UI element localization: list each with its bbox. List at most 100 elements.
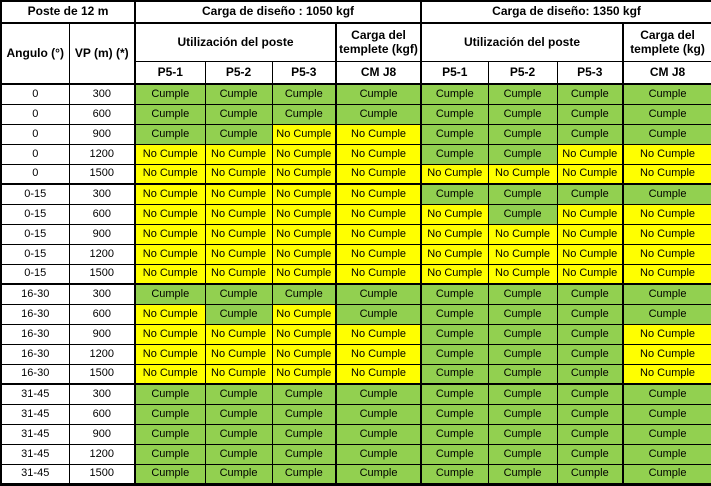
result-cell-cumple: Cumple xyxy=(487,423,558,445)
table-row: 16-30 900 No Cumple No Cumple No Cumple No Cu… xyxy=(0,323,711,345)
vp-cell: 600 xyxy=(68,103,137,125)
result-cell-cumple: Cumple xyxy=(556,403,625,425)
result-cell-cumple: Cumple xyxy=(335,463,423,485)
result-cell-no-cumple: No Cumple xyxy=(622,223,711,245)
result-cell-cumple: Cumple xyxy=(622,283,711,305)
result-cell-no-cumple: No Cumple xyxy=(622,323,711,345)
result-cell-cumple: Cumple xyxy=(487,123,558,145)
table-body: 0 300 Cumple Cumple Cumple Cumple Cumple Cumple… xyxy=(0,83,711,485)
result-cell-no-cumple: No Cumple xyxy=(335,183,423,205)
table-row: 0-15 1500 No Cumple No Cumple No Cumple No Cu… xyxy=(0,263,711,285)
vp-cell: 1200 xyxy=(68,343,137,365)
result-cell-no-cumple: No Cumple xyxy=(204,203,273,225)
result-cell-cumple: Cumple xyxy=(335,83,423,105)
result-cell-no-cumple: No Cumple xyxy=(271,363,338,385)
result-cell-no-cumple: No Cumple xyxy=(271,303,338,325)
result-cell-no-cumple: No Cumple xyxy=(556,243,625,265)
result-cell-cumple: Cumple xyxy=(271,423,338,445)
result-cell-no-cumple: No Cumple xyxy=(271,143,338,165)
result-cell-no-cumple: No Cumple xyxy=(204,343,273,365)
result-cell-no-cumple: No Cumple xyxy=(134,263,206,285)
result-cell-cumple: Cumple xyxy=(335,283,423,305)
result-cell-cumple: Cumple xyxy=(556,123,625,145)
result-cell-cumple: Cumple xyxy=(556,83,625,105)
result-cell-no-cumple: No Cumple xyxy=(622,163,711,185)
result-cell-no-cumple: No Cumple xyxy=(335,243,423,265)
table-row: 31-45 600 Cumple Cumple Cumple Cumple Cumple Cu… xyxy=(0,403,711,425)
result-cell-no-cumple: No Cumple xyxy=(420,263,489,285)
result-cell-cumple: Cumple xyxy=(556,363,625,385)
result-cell-cumple: Cumple xyxy=(556,303,625,325)
angulo-cell: 0-15 xyxy=(0,183,70,205)
result-cell-no-cumple: No Cumple xyxy=(487,243,558,265)
result-cell-cumple: Cumple xyxy=(420,463,489,485)
result-cell-no-cumple: No Cumple xyxy=(204,143,273,165)
vp-cell: 600 xyxy=(68,203,137,225)
p5-3-right-header: P5-3 xyxy=(556,61,625,85)
vp-cell: 300 xyxy=(68,83,137,105)
result-cell-no-cumple: No Cumple xyxy=(335,203,423,225)
vp-cell: 900 xyxy=(68,223,137,245)
result-cell-no-cumple: No Cumple xyxy=(556,223,625,245)
table-row: 16-30 300 Cumple Cumple Cumple Cumple Cumple Cu… xyxy=(0,283,711,305)
result-cell-cumple: Cumple xyxy=(420,443,489,465)
result-cell-cumple: Cumple xyxy=(487,443,558,465)
result-cell-cumple: Cumple xyxy=(487,183,558,205)
result-cell-no-cumple: No Cumple xyxy=(335,223,423,245)
result-cell-no-cumple: No Cumple xyxy=(335,123,423,145)
angulo-cell: 0-15 xyxy=(0,243,70,265)
result-cell-no-cumple: No Cumple xyxy=(204,183,273,205)
vp-cell: 1500 xyxy=(68,163,137,185)
result-cell-cumple: Cumple xyxy=(271,403,338,425)
p5-3-left-header: P5-3 xyxy=(271,61,338,85)
result-cell-no-cumple: No Cumple xyxy=(335,163,423,185)
result-cell-cumple: Cumple xyxy=(622,303,711,325)
vp-cell: 300 xyxy=(68,183,137,205)
vp-cell: 1500 xyxy=(68,263,137,285)
vp-cell: 1200 xyxy=(68,443,137,465)
p5-1-left-header: P5-1 xyxy=(134,61,206,85)
result-cell-no-cumple: No Cumple xyxy=(134,243,206,265)
vp-cell: 900 xyxy=(68,123,137,145)
result-cell-no-cumple: No Cumple xyxy=(335,323,423,345)
angulo-cell: 0-15 xyxy=(0,203,70,225)
result-cell-no-cumple: No Cumple xyxy=(204,243,273,265)
result-cell-cumple: Cumple xyxy=(204,103,273,125)
result-cell-cumple: Cumple xyxy=(271,443,338,465)
result-cell-no-cumple: No Cumple xyxy=(204,163,273,185)
result-cell-cumple: Cumple xyxy=(134,83,206,105)
result-cell-cumple: Cumple xyxy=(420,83,489,105)
result-cell-cumple: Cumple xyxy=(204,123,273,145)
result-cell-no-cumple: No Cumple xyxy=(134,343,206,365)
result-cell-no-cumple: No Cumple xyxy=(134,223,206,245)
result-cell-cumple: Cumple xyxy=(204,403,273,425)
angulo-cell: 31-45 xyxy=(0,403,70,425)
result-cell-cumple: Cumple xyxy=(487,403,558,425)
result-cell-no-cumple: No Cumple xyxy=(271,343,338,365)
result-cell-cumple: Cumple xyxy=(556,323,625,345)
result-cell-no-cumple: No Cumple xyxy=(420,203,489,225)
angulo-cell: 0-15 xyxy=(0,263,70,285)
result-cell-cumple: Cumple xyxy=(134,443,206,465)
p5-2-right-header: P5-2 xyxy=(487,61,558,85)
result-cell-cumple: Cumple xyxy=(556,283,625,305)
result-cell-no-cumple: No Cumple xyxy=(420,163,489,185)
result-cell-cumple: Cumple xyxy=(420,103,489,125)
angulo-cell: 0 xyxy=(0,123,70,145)
table-row: 0 1500 No Cumple No Cumple No Cumple No Cumpl… xyxy=(0,163,711,185)
angulo-cell: 0 xyxy=(0,143,70,165)
result-cell-no-cumple: No Cumple xyxy=(335,363,423,385)
result-cell-cumple: Cumple xyxy=(622,103,711,125)
result-cell-cumple: Cumple xyxy=(204,283,273,305)
result-cell-cumple: Cumple xyxy=(487,143,558,165)
table-row: 16-30 1500 No Cumple No Cumple No Cumple No C… xyxy=(0,363,711,385)
result-cell-no-cumple: No Cumple xyxy=(204,323,273,345)
table-row: 31-45 1500 Cumple Cumple Cumple Cumple Cumple C… xyxy=(0,463,711,485)
angulo-cell: 31-45 xyxy=(0,463,70,485)
result-cell-cumple: Cumple xyxy=(420,363,489,385)
result-cell-cumple: Cumple xyxy=(335,103,423,125)
result-cell-cumple: Cumple xyxy=(622,383,711,405)
p5-2-left-header: P5-2 xyxy=(204,61,273,85)
